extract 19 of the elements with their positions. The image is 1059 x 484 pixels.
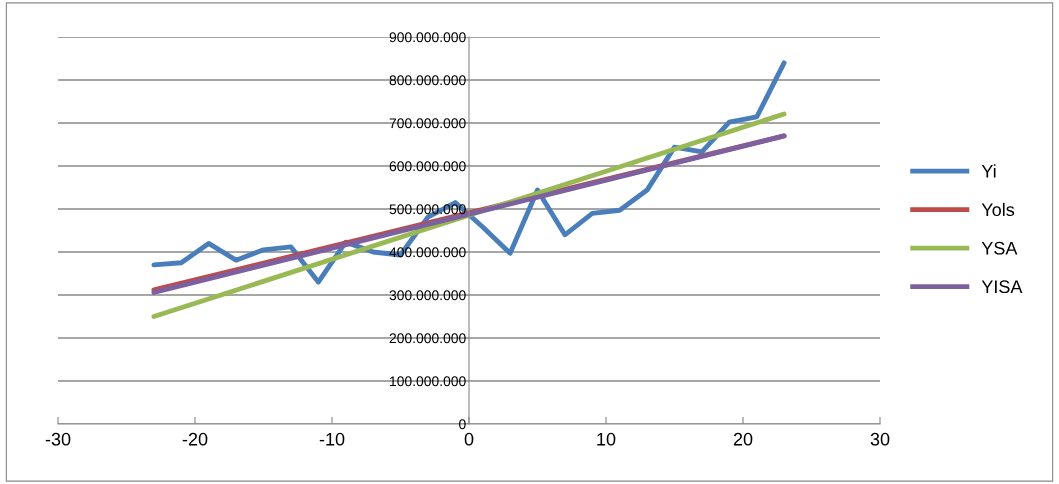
y-tick-label: 500.000.000 [389,204,466,215]
y-tick-label: 100.000.000 [390,376,466,387]
x-tick-label: -30 [45,432,71,446]
y-tick-label: 700.000.000 [389,118,466,129]
x-tick-label: -10 [319,432,345,446]
legend-label: YISA [981,280,1023,294]
x-tick-label: -20 [182,432,208,446]
legend-label: YSA [981,241,1018,255]
y-tick-label: 800.000.000 [389,75,466,86]
legend-label: Yi [981,164,996,178]
y-tick-label: 0 [459,419,466,430]
y-tick-label: 300.000.000 [389,290,466,301]
x-tick-label: 30 [870,432,890,446]
y-tick-label: 600.000.000 [389,161,466,172]
y-tick-label: 900.000.000 [389,32,466,43]
y-tick-label: 200.000.000 [389,333,466,344]
x-tick-label: 20 [733,432,753,446]
x-tick-label: 10 [597,432,616,446]
legend-label: Yols [981,202,1015,217]
